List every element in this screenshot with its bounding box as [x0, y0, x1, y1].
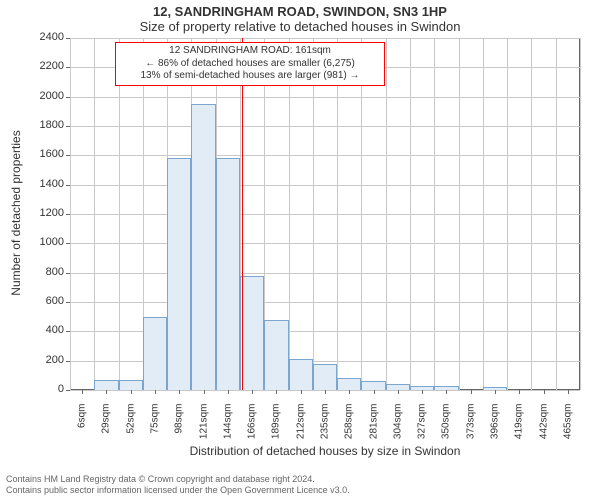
ytick-label: 2400 — [24, 31, 64, 43]
gridline-v — [313, 38, 314, 390]
ytick-label: 600 — [24, 295, 64, 307]
footer-attribution: Contains HM Land Registry data © Crown c… — [6, 474, 350, 496]
xtick-mark — [106, 390, 107, 394]
histogram-bar — [313, 364, 337, 390]
ytick-label: 800 — [24, 266, 64, 278]
xtick-mark — [568, 390, 569, 394]
footer-line1: Contains HM Land Registry data © Crown c… — [6, 474, 350, 485]
histogram-bar — [143, 317, 167, 390]
xtick-mark — [204, 390, 205, 394]
annotation-line3: 13% of semi-detached houses are larger (… — [122, 70, 378, 83]
xtick-mark — [422, 390, 423, 394]
xtick-mark — [349, 390, 350, 394]
xtick-mark — [495, 390, 496, 394]
ytick-label: 0 — [24, 383, 64, 395]
histogram-bar — [337, 378, 361, 390]
histogram-bar — [191, 104, 215, 390]
ytick-label: 1600 — [24, 148, 64, 160]
gridline-v — [119, 38, 120, 390]
histogram-bar — [361, 381, 385, 390]
histogram-bar — [167, 158, 191, 390]
gridline-h — [70, 126, 580, 127]
xtick-mark — [325, 390, 326, 394]
gridline-v — [556, 38, 557, 390]
xtick-mark — [519, 390, 520, 394]
gridline-v — [483, 38, 484, 390]
footer-line2: Contains public sector information licen… — [6, 485, 350, 496]
ytick-label: 200 — [24, 354, 64, 366]
gridline-v — [70, 38, 71, 390]
chart-container: 12, SANDRINGHAM ROAD, SWINDON, SN3 1HP S… — [0, 0, 600, 500]
gridline-v — [434, 38, 435, 390]
ytick-label: 1400 — [24, 178, 64, 190]
annotation-line2: ← 86% of detached houses are smaller (6,… — [122, 58, 378, 71]
annotation-line1: 12 SANDRINGHAM ROAD: 161sqm — [122, 45, 378, 58]
xtick-mark — [544, 390, 545, 394]
gridline-h — [70, 97, 580, 98]
histogram-bar — [289, 359, 313, 390]
ytick-label: 2200 — [24, 60, 64, 72]
ytick-label: 1000 — [24, 236, 64, 248]
gridline-v — [289, 38, 290, 390]
xaxis-title: Distribution of detached houses by size … — [70, 444, 580, 458]
xtick-mark — [228, 390, 229, 394]
xtick-mark — [82, 390, 83, 394]
chart-title-desc: Size of property relative to detached ho… — [0, 19, 600, 34]
xtick-mark — [446, 390, 447, 394]
gridline-v — [580, 38, 581, 390]
chart-title-address: 12, SANDRINGHAM ROAD, SWINDON, SN3 1HP — [0, 0, 600, 19]
gridline-h — [70, 214, 580, 215]
gridline-h — [70, 155, 580, 156]
gridline-h — [70, 185, 580, 186]
plot-area: 0200400600800100012001400160018002000220… — [70, 38, 580, 390]
gridline-v — [337, 38, 338, 390]
ytick-label: 2000 — [24, 90, 64, 102]
reference-line — [242, 38, 243, 390]
ytick-label: 1800 — [24, 119, 64, 131]
gridline-v — [531, 38, 532, 390]
xtick-mark — [398, 390, 399, 394]
yaxis-title: Number of detached properties — [9, 37, 23, 389]
xtick-mark — [276, 390, 277, 394]
xtick-mark — [179, 390, 180, 394]
gridline-v — [386, 38, 387, 390]
histogram-bar — [264, 320, 288, 390]
gridline-h — [70, 302, 580, 303]
xtick-mark — [252, 390, 253, 394]
histogram-bar — [216, 158, 240, 390]
gridline-v — [507, 38, 508, 390]
histogram-bar — [94, 380, 118, 390]
xtick-mark — [155, 390, 156, 394]
histogram-bar — [119, 380, 143, 390]
gridline-v — [459, 38, 460, 390]
gridline-h — [70, 38, 580, 39]
xtick-mark — [374, 390, 375, 394]
gridline-h — [70, 273, 580, 274]
ytick-label: 400 — [24, 324, 64, 336]
ytick-label: 1200 — [24, 207, 64, 219]
gridline-v — [361, 38, 362, 390]
ytick-mark — [66, 390, 70, 391]
gridline-h — [70, 243, 580, 244]
xtick-mark — [301, 390, 302, 394]
gridline-v — [94, 38, 95, 390]
annotation-box: 12 SANDRINGHAM ROAD: 161sqm ← 86% of det… — [115, 42, 385, 86]
histogram-bar — [240, 276, 264, 390]
gridline-v — [410, 38, 411, 390]
xtick-mark — [471, 390, 472, 394]
xtick-mark — [131, 390, 132, 394]
